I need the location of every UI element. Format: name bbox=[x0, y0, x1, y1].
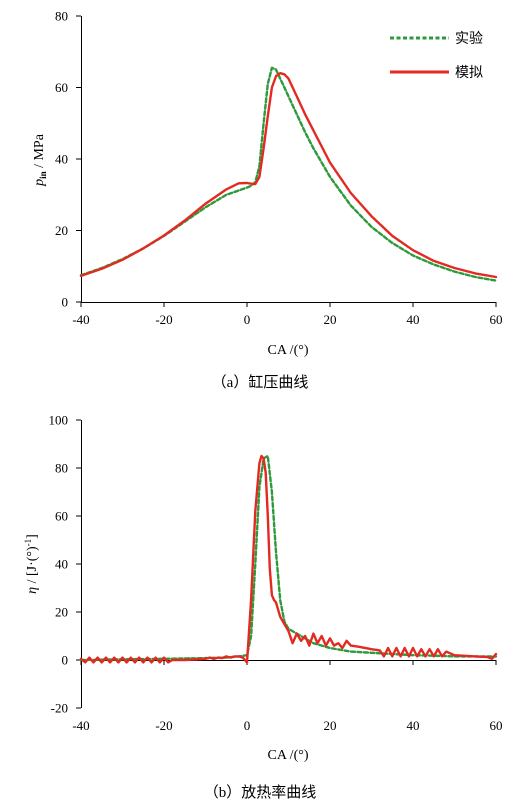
panel-a-ticks: -40 -20 0 20 40 60 0 20 40 60 80 bbox=[55, 9, 503, 328]
panel-a-y-tick-label: 80 bbox=[55, 9, 68, 24]
panel-b-axes bbox=[81, 420, 496, 708]
panel-b-x-tick-label: 60 bbox=[490, 718, 503, 733]
panel-a-x-tick-label: 40 bbox=[407, 312, 420, 327]
panel-b-y-tick-label: 100 bbox=[49, 413, 69, 428]
panel-b-y-tick-label: 20 bbox=[55, 605, 68, 620]
legend-label-experiment: 实验 bbox=[455, 31, 483, 47]
panel-a-y-axis-label: pin / MPa bbox=[32, 133, 48, 187]
panel-b-y-tick-label: 60 bbox=[55, 509, 68, 524]
panel-a-legend: 实验 模拟 bbox=[390, 31, 483, 81]
panel-a-series-simulation-line bbox=[79, 71, 498, 279]
panel-a-x-tick-label: 60 bbox=[490, 312, 503, 327]
panel-a-x-tick-label: -40 bbox=[72, 312, 89, 327]
panel-a-pressure-chart: -40 -20 0 20 40 60 0 20 40 60 80 实验 模拟 CA /(°) pin… bbox=[32, 9, 503, 392]
panel-b-x-tick-label: -40 bbox=[72, 718, 89, 733]
panel-b-x-axis-label: CA /(°) bbox=[268, 748, 309, 763]
panel-a-y-tick-label: 60 bbox=[55, 80, 68, 95]
panel-a-x-tick-label: 0 bbox=[244, 312, 251, 327]
panel-a-axes bbox=[81, 16, 496, 303]
panel-a-y-tick-label: 20 bbox=[55, 223, 68, 238]
panel-b-x-tick-label: -20 bbox=[155, 718, 172, 733]
panel-b-y-tick-label: 0 bbox=[62, 653, 69, 668]
panel-b-y-tick-label: -20 bbox=[51, 701, 68, 716]
panel-b-caption: （b）放热率曲线 bbox=[204, 784, 317, 801]
panel-a-x-axis-label: CA /(°) bbox=[268, 343, 309, 358]
panel-a-x-tick-label: -20 bbox=[155, 312, 172, 327]
panel-a-y-tick-label: 40 bbox=[55, 152, 68, 167]
panel-b-y-axis-label: η / [J·(°)-1] bbox=[23, 534, 40, 594]
panel-a-y-tick-label: 0 bbox=[62, 295, 69, 310]
panel-a-caption: （a）缸压曲线 bbox=[212, 373, 309, 391]
legend-label-simulation: 模拟 bbox=[455, 65, 483, 81]
panel-b-series-simulation-line bbox=[79, 454, 498, 664]
panel-b-x-tick-label: 0 bbox=[244, 718, 251, 733]
panel-a-series bbox=[79, 66, 498, 282]
panel-b-x-tick-label: 20 bbox=[324, 718, 337, 733]
panel-b-series bbox=[79, 454, 498, 664]
panel-b-ticks: -40 -20 0 20 40 60 -20 0 20 40 60 80 100 bbox=[49, 413, 503, 734]
panel-b-y-tick-label: 40 bbox=[55, 557, 68, 572]
panel-b-y-tick-label: 80 bbox=[55, 461, 68, 476]
panel-a-x-tick-label: 20 bbox=[324, 312, 337, 327]
panel-b-heat-release-chart: -40 -20 0 20 40 60 -20 0 20 40 60 80 100 CA /(°) η /… bbox=[23, 413, 503, 802]
panel-b-x-tick-label: 40 bbox=[407, 718, 420, 733]
